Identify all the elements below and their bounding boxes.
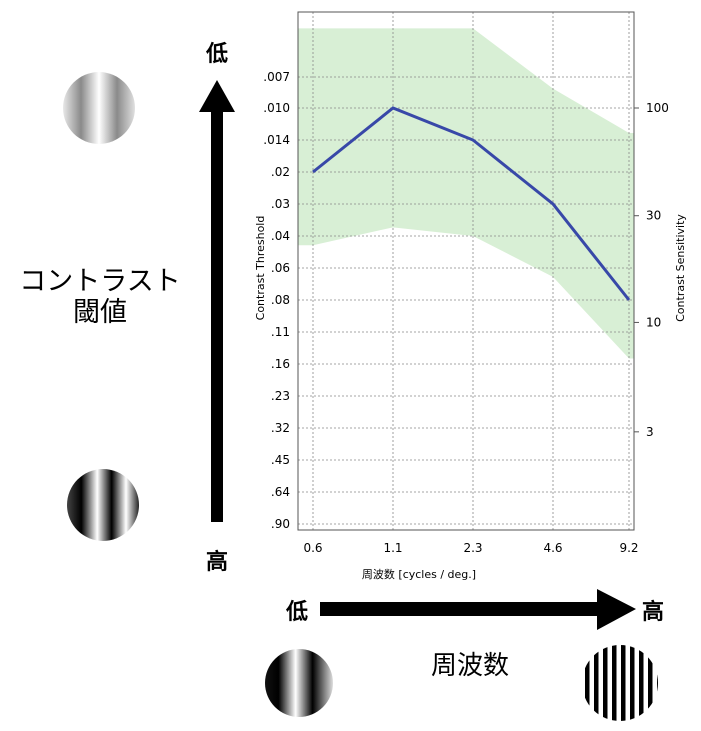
y-left-tick-label: .03 (271, 197, 290, 211)
plot-area: 0.6 1.1 2.3 4.6 9.2 .007 .010 .014 .02 .03 .04 .06… (254, 11, 687, 581)
y-left-tick-label: .06 (271, 261, 290, 275)
x-tick-label: 1.1 (383, 541, 402, 555)
low-frequency-grating (265, 649, 333, 717)
y-left-tick-label: .90 (271, 517, 290, 531)
left-axis-label: Contrast Threshold (254, 216, 267, 321)
frequency-arrow-head (597, 589, 636, 630)
high-frequency-grating (582, 645, 658, 721)
y-left-tick-label: .45 (271, 453, 290, 467)
y-left-tick-label: .02 (271, 165, 290, 179)
y-left-tick-label: .014 (263, 133, 290, 147)
y-left-tick-label: .010 (263, 101, 290, 115)
threshold-title-line1: コントラスト (19, 266, 181, 297)
y-left-tick-label: .11 (271, 325, 290, 339)
x-tick-label: 4.6 (543, 541, 562, 555)
x-axis-label: 周波数 [cycles / deg.] (362, 568, 476, 581)
normal-range-band (298, 28, 634, 359)
threshold-title: コントラスト 閾値 (0, 266, 200, 328)
threshold-arrow-shaft (211, 110, 223, 522)
threshold-high-label: 高 (206, 550, 229, 575)
frequency-high-label: 高 (642, 600, 665, 625)
x-tick-label: 9.2 (619, 541, 638, 555)
y-left-tick-label: .04 (271, 229, 290, 243)
y-right-tick-label: 30 (646, 209, 661, 223)
high-contrast-grating (67, 469, 139, 541)
frequency-title: 周波数 (430, 651, 509, 681)
frequency-arrow-shaft (320, 602, 602, 616)
y-left-tick-label: .007 (263, 70, 290, 84)
y-right-tick-label: 3 (646, 425, 654, 439)
threshold-low-label: 低 (206, 42, 229, 67)
frequency-low-label: 低 (286, 600, 309, 625)
right-axis-label: Contrast Sensitivity (674, 214, 687, 322)
y-left-tick-label: .64 (271, 485, 290, 499)
threshold-arrow-head (199, 80, 235, 112)
y-left-tick-label: .32 (271, 421, 290, 435)
x-tick-label: 2.3 (463, 541, 482, 555)
plot-frame (297, 11, 635, 531)
y-left-tick-label: .16 (271, 357, 290, 371)
threshold-title-line2: 閾値 (73, 297, 127, 329)
y-left-tick-label: .08 (271, 293, 290, 307)
low-contrast-grating (63, 72, 135, 144)
y-right-tick-label: 100 (646, 101, 669, 115)
y-left-tick-label: .23 (271, 389, 290, 403)
x-tick-label: 0.6 (303, 541, 322, 555)
series-line (312, 106, 631, 301)
y-right-tick-label: 10 (646, 315, 661, 329)
